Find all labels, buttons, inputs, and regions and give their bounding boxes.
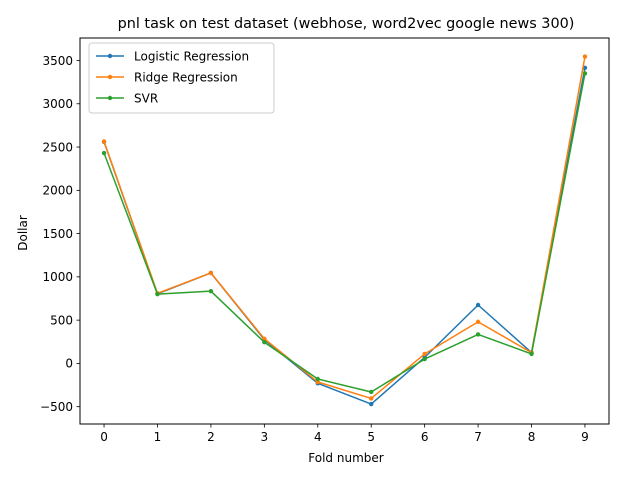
data-point-svr	[155, 291, 160, 297]
legend-label: SVR	[134, 91, 158, 105]
x-tick-label: 0	[100, 430, 108, 444]
legend: Logistic Regression Ridge Regression SVR	[88, 42, 275, 114]
series-line-svr	[103, 72, 586, 393]
legend-label: Logistic Regression	[134, 49, 249, 63]
x-axis-label: Fold number	[308, 451, 383, 465]
data-point-svr	[208, 288, 214, 294]
data-point-ridge-regression	[262, 336, 267, 341]
y-tick-label: 2000	[42, 184, 73, 198]
data-point-ridge-regression	[422, 351, 427, 357]
data-point-svr	[529, 351, 534, 357]
data-point-svr	[582, 71, 588, 76]
x-tick-label: 3	[261, 430, 269, 444]
series-line-ridge-regression	[103, 55, 586, 400]
x-tick-label: 7	[474, 430, 482, 444]
y-tick-label: 500	[50, 313, 73, 327]
x-tick-label: 4	[314, 430, 322, 444]
x-tick-label: 6	[421, 430, 429, 444]
chart-title: pnl task on test dataset (webhose, word2…	[118, 16, 575, 32]
data-point-logistic-regression	[369, 401, 374, 407]
x-tick-label: 1	[154, 430, 162, 444]
x-tick-label: 8	[528, 430, 536, 444]
data-point-ridge-regression	[369, 396, 374, 401]
y-tick-label: 1000	[42, 270, 73, 284]
x-axis-ticks: 0 1 2 3 4 5 6 7 8 9	[100, 424, 589, 444]
legend-marker-svr	[107, 95, 113, 101]
legend-marker-ridge-regression	[107, 74, 113, 80]
legend-label: Ridge Regression	[134, 70, 238, 84]
data-point-ridge-regression	[101, 139, 107, 144]
x-tick-label: 5	[367, 430, 375, 444]
x-tick-label: 9	[581, 430, 589, 444]
y-tick-label: 0	[65, 357, 73, 371]
plot-area	[101, 54, 588, 407]
data-point-svr	[315, 376, 320, 382]
data-point-ridge-regression	[208, 270, 214, 276]
y-tick-label: −500	[40, 400, 73, 414]
y-axis-label: Dollar	[16, 215, 30, 251]
y-tick-label: 2500	[42, 140, 73, 154]
data-point-ridge-regression	[582, 54, 588, 59]
data-point-logistic-regression	[475, 302, 481, 308]
y-tick-label: 1500	[42, 227, 73, 241]
data-point-svr	[101, 150, 107, 156]
data-point-ridge-regression	[475, 319, 481, 325]
axes-frame	[79, 37, 610, 425]
data-point-svr	[262, 340, 267, 345]
x-tick-label: 2	[207, 430, 215, 444]
y-tick-label: 3500	[42, 54, 73, 68]
legend-box	[88, 42, 275, 114]
y-tick-label: 3000	[42, 97, 73, 111]
data-point-svr	[475, 332, 481, 337]
y-axis-ticks: −500 0 500 1000 1500 2000 2500 3000 3500	[40, 54, 80, 414]
series-line-logistic-regression	[103, 66, 586, 405]
data-point-ridge-regression	[315, 379, 320, 385]
data-point-svr	[422, 356, 427, 362]
data-point-svr	[369, 389, 374, 395]
legend-marker-logistic-regression	[107, 53, 113, 59]
